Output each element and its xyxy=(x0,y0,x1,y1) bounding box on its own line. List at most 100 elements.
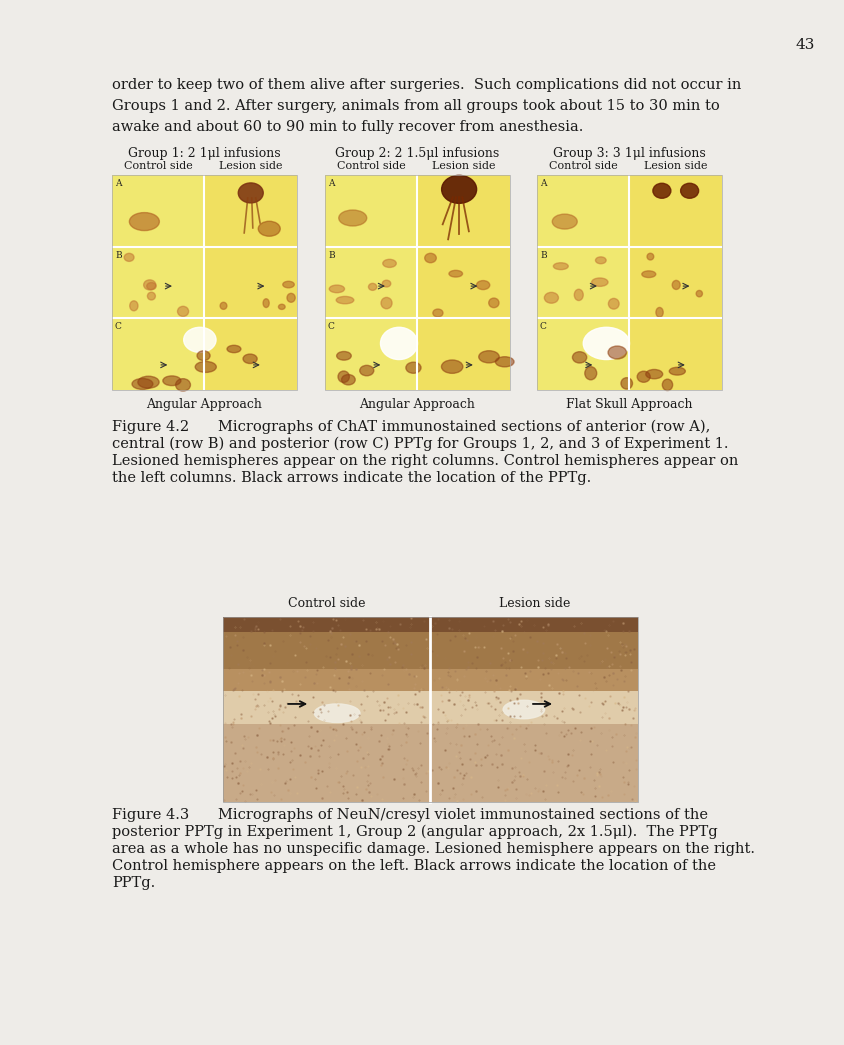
Text: Lesioned hemispheres appear on the right columns. Control hemispheres appear on: Lesioned hemispheres appear on the right… xyxy=(112,454,738,468)
Text: A: A xyxy=(539,179,546,188)
Bar xyxy=(430,617,637,632)
Ellipse shape xyxy=(243,354,257,364)
Bar xyxy=(430,617,637,669)
Ellipse shape xyxy=(258,222,280,236)
Ellipse shape xyxy=(574,289,582,301)
Text: Figure 4.2: Figure 4.2 xyxy=(112,420,189,434)
Bar xyxy=(204,247,296,319)
Ellipse shape xyxy=(495,356,513,367)
Bar xyxy=(629,247,721,319)
Text: Control side: Control side xyxy=(337,161,405,171)
Ellipse shape xyxy=(183,327,216,352)
Bar xyxy=(430,691,637,724)
Bar xyxy=(430,617,637,802)
Bar xyxy=(325,175,510,390)
Bar xyxy=(223,617,637,802)
Text: order to keep two of them alive after surgeries.  Such complications did not occ: order to keep two of them alive after su… xyxy=(112,78,740,92)
Ellipse shape xyxy=(552,214,576,229)
Ellipse shape xyxy=(341,374,354,385)
Ellipse shape xyxy=(177,306,188,317)
Text: A: A xyxy=(115,179,122,188)
Text: Group 2: 2 1.5μl infusions: Group 2: 2 1.5μl infusions xyxy=(335,147,499,160)
Text: Flat Skull Approach: Flat Skull Approach xyxy=(565,398,692,411)
Ellipse shape xyxy=(641,271,655,278)
Text: Lesion side: Lesion side xyxy=(498,597,569,610)
Ellipse shape xyxy=(262,299,269,307)
Text: area as a whole has no unspecific damage. Lesioned hemisphere appears on the rig: area as a whole has no unspecific damage… xyxy=(112,842,754,856)
Text: B: B xyxy=(115,251,122,259)
Bar xyxy=(629,175,721,247)
Bar xyxy=(112,175,296,390)
Ellipse shape xyxy=(448,271,462,277)
Bar xyxy=(204,319,296,390)
Ellipse shape xyxy=(219,302,227,309)
Text: the left columns. Black arrows indicate the location of the PPTg.: the left columns. Black arrows indicate … xyxy=(112,471,591,485)
Bar xyxy=(112,247,204,319)
Ellipse shape xyxy=(279,304,284,309)
Text: Lesion side: Lesion side xyxy=(643,161,706,171)
Text: C: C xyxy=(115,322,122,331)
Text: C: C xyxy=(539,322,546,331)
Ellipse shape xyxy=(197,351,210,361)
Bar xyxy=(537,319,629,390)
Text: Control side: Control side xyxy=(549,161,617,171)
Ellipse shape xyxy=(695,291,701,297)
Ellipse shape xyxy=(655,307,663,318)
Ellipse shape xyxy=(147,293,155,300)
Ellipse shape xyxy=(195,362,216,372)
Text: B: B xyxy=(327,251,334,259)
Bar xyxy=(325,247,417,319)
Text: Lesion side: Lesion side xyxy=(431,161,495,171)
Ellipse shape xyxy=(645,370,662,378)
Ellipse shape xyxy=(432,309,442,317)
Ellipse shape xyxy=(479,351,499,363)
Bar xyxy=(537,175,629,247)
Text: Lesion side: Lesion side xyxy=(219,161,282,171)
Ellipse shape xyxy=(283,281,294,287)
Ellipse shape xyxy=(381,280,390,287)
Ellipse shape xyxy=(314,704,360,722)
Text: Micrographs of ChAT immunostained sections of anterior (row A),: Micrographs of ChAT immunostained sectio… xyxy=(218,420,710,435)
Bar xyxy=(325,319,417,390)
Ellipse shape xyxy=(163,376,181,386)
Ellipse shape xyxy=(668,367,684,375)
Text: 43: 43 xyxy=(794,38,814,52)
Bar xyxy=(417,175,510,247)
Ellipse shape xyxy=(138,376,159,388)
Bar xyxy=(223,691,430,724)
Bar xyxy=(112,175,296,390)
Ellipse shape xyxy=(502,700,544,719)
Text: Angular Approach: Angular Approach xyxy=(360,398,475,411)
Text: Micrographs of NeuN/cresyl violet immunostained sections of the: Micrographs of NeuN/cresyl violet immuno… xyxy=(218,808,707,822)
Ellipse shape xyxy=(405,363,420,373)
Ellipse shape xyxy=(129,212,160,231)
Ellipse shape xyxy=(595,257,605,263)
Ellipse shape xyxy=(143,280,155,289)
Text: Group 3: 3 1μl infusions: Group 3: 3 1μl infusions xyxy=(553,147,705,160)
Ellipse shape xyxy=(571,352,586,363)
Text: B: B xyxy=(539,251,546,259)
Ellipse shape xyxy=(671,280,679,289)
Ellipse shape xyxy=(147,282,156,289)
Ellipse shape xyxy=(647,253,653,260)
Text: Control side: Control side xyxy=(124,161,192,171)
Ellipse shape xyxy=(329,285,344,293)
Ellipse shape xyxy=(441,359,463,373)
Bar xyxy=(223,617,430,802)
Ellipse shape xyxy=(287,294,295,302)
Text: posterior PPTg in Experiment 1, Group 2 (angular approach, 2x 1.5μl).  The PPTg: posterior PPTg in Experiment 1, Group 2 … xyxy=(112,825,717,839)
Bar xyxy=(112,319,204,390)
Text: Group 1: 2 1μl infusions: Group 1: 2 1μl infusions xyxy=(128,147,280,160)
Ellipse shape xyxy=(336,351,351,361)
Ellipse shape xyxy=(336,297,354,304)
Ellipse shape xyxy=(238,183,263,203)
Text: Figure 4.3: Figure 4.3 xyxy=(112,808,189,822)
Ellipse shape xyxy=(338,210,366,226)
Ellipse shape xyxy=(584,367,596,379)
Bar xyxy=(417,319,510,390)
Text: Control side: Control side xyxy=(288,597,365,610)
Bar xyxy=(223,617,430,669)
Ellipse shape xyxy=(360,366,373,376)
Bar xyxy=(629,319,721,390)
Ellipse shape xyxy=(582,327,629,359)
